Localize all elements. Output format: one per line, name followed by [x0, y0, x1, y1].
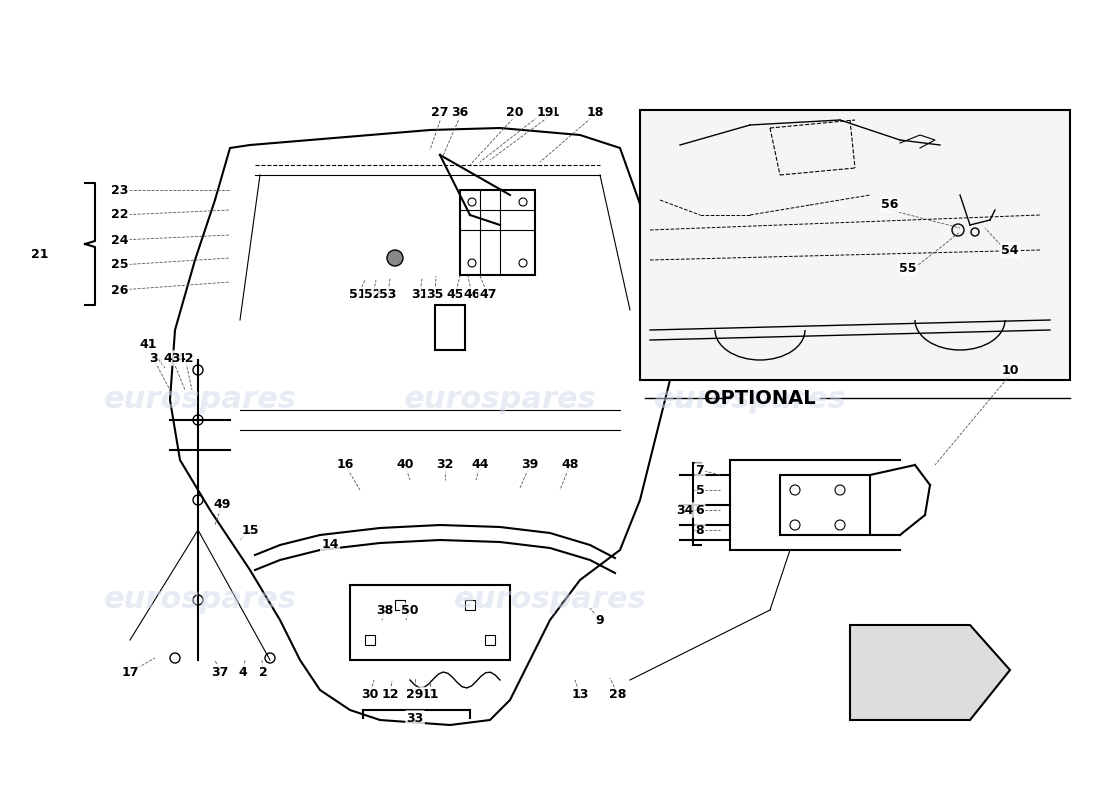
Text: 41: 41 — [140, 338, 156, 351]
Text: 48: 48 — [561, 458, 579, 471]
Circle shape — [387, 250, 403, 266]
Text: 32: 32 — [437, 458, 453, 471]
Text: 39: 39 — [521, 458, 539, 471]
Text: 28: 28 — [609, 689, 627, 702]
Text: eurospares: eurospares — [453, 586, 647, 614]
Text: 36: 36 — [451, 106, 469, 118]
Text: 9: 9 — [596, 614, 604, 626]
Bar — [434, 305, 465, 350]
Text: 34: 34 — [676, 503, 694, 517]
Bar — [350, 585, 510, 660]
Text: 47: 47 — [480, 289, 497, 302]
Text: 4: 4 — [239, 666, 248, 678]
Text: 27: 27 — [431, 106, 449, 118]
Text: 26: 26 — [111, 283, 129, 297]
Text: 13: 13 — [571, 689, 588, 702]
Text: 14: 14 — [321, 538, 339, 551]
Text: 21: 21 — [31, 249, 48, 262]
Text: 50: 50 — [402, 603, 419, 617]
Text: 44: 44 — [471, 458, 488, 471]
Bar — [485, 635, 495, 645]
Bar — [365, 635, 375, 645]
Text: 46: 46 — [463, 289, 481, 302]
Text: 45: 45 — [447, 289, 464, 302]
Text: 22: 22 — [111, 209, 129, 222]
Text: 30: 30 — [361, 689, 378, 702]
Text: 55: 55 — [900, 262, 916, 274]
Text: 33: 33 — [406, 711, 424, 725]
Text: 35: 35 — [427, 289, 443, 302]
Bar — [780, 475, 870, 535]
Text: eurospares: eurospares — [653, 386, 846, 414]
Text: 56: 56 — [881, 198, 899, 211]
Text: 38: 38 — [376, 603, 394, 617]
Text: 51: 51 — [350, 289, 366, 302]
Text: 42: 42 — [176, 351, 194, 365]
Text: 43: 43 — [163, 351, 180, 365]
Bar — [395, 600, 405, 610]
Text: 10: 10 — [1001, 363, 1019, 377]
Text: 40: 40 — [396, 458, 414, 471]
Text: 6: 6 — [695, 503, 704, 517]
Text: 12: 12 — [382, 689, 398, 702]
Text: 25: 25 — [111, 258, 129, 271]
Text: 3: 3 — [148, 351, 157, 365]
Polygon shape — [850, 625, 1010, 720]
Text: 1: 1 — [551, 106, 560, 118]
Text: 31: 31 — [411, 289, 429, 302]
Text: 17: 17 — [121, 666, 139, 678]
Text: 52: 52 — [364, 289, 382, 302]
Bar — [465, 600, 475, 610]
Text: eurospares: eurospares — [103, 586, 296, 614]
Bar — [460, 190, 535, 275]
Text: 16: 16 — [337, 458, 354, 471]
Text: 5: 5 — [695, 483, 704, 497]
Text: 49: 49 — [213, 498, 231, 511]
Text: 24: 24 — [111, 234, 129, 246]
Text: 18: 18 — [586, 106, 604, 118]
Text: 11: 11 — [421, 689, 439, 702]
Text: 20: 20 — [506, 106, 524, 118]
Text: 29: 29 — [406, 689, 424, 702]
Text: OPTIONAL: OPTIONAL — [704, 389, 816, 407]
Text: 15: 15 — [241, 523, 258, 537]
Text: 37: 37 — [211, 666, 229, 678]
Text: eurospares: eurospares — [103, 386, 296, 414]
Text: 8: 8 — [695, 523, 704, 537]
Text: 19: 19 — [537, 106, 553, 118]
Text: 53: 53 — [379, 289, 397, 302]
Text: 54: 54 — [1001, 243, 1019, 257]
Text: 23: 23 — [111, 183, 129, 197]
Bar — [640, 110, 1070, 380]
Text: eurospares: eurospares — [404, 386, 596, 414]
Text: 2: 2 — [258, 666, 267, 678]
Text: 7: 7 — [695, 463, 704, 477]
